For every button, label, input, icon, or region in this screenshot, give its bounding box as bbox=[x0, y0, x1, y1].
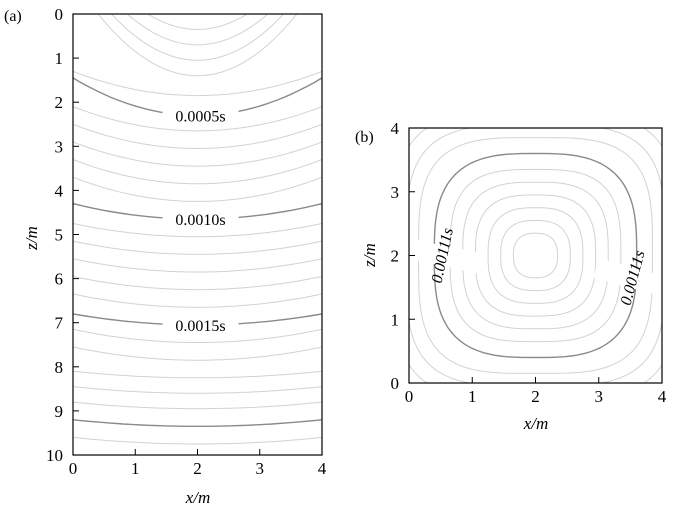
panel-a-light-contour bbox=[73, 293, 322, 308]
panel-a-y-tick-label: 8 bbox=[55, 358, 64, 377]
panel-a-light-contour bbox=[97, 14, 298, 77]
panel-a-y-tick-label: 7 bbox=[55, 314, 64, 333]
panel-a-contour-label: 0.0005s bbox=[175, 108, 225, 125]
panel-a-light-contour bbox=[73, 346, 322, 361]
panel-a-light-contour bbox=[73, 436, 322, 445]
panel-b-contour-label-background bbox=[403, 237, 482, 274]
panel-a-labeled-contour bbox=[73, 419, 322, 427]
panel-a-y-tick-label: 3 bbox=[55, 137, 64, 156]
panel-b-x-ticks: 0 1 2 3 4 bbox=[405, 377, 667, 406]
panel-b-y-tick-label: 0 bbox=[391, 374, 400, 393]
panel-a-contour-label-background bbox=[162, 317, 239, 335]
panel-b-x-tick-label: 0 bbox=[405, 387, 414, 406]
panel-b-light-contour bbox=[500, 219, 571, 292]
panel-b-x-axis-title: x/m bbox=[523, 414, 549, 433]
panel-a-contour-label: 0.0015s bbox=[175, 318, 225, 335]
panel-a-contour-labels: 0.0005s 0.0010s 0.0015s bbox=[162, 108, 239, 335]
panel-a-contour-label: 0.0010s bbox=[175, 212, 225, 229]
panel-a-light-contour bbox=[73, 401, 322, 410]
panel-a-light-contour bbox=[73, 106, 322, 132]
panel-a-light-contour bbox=[146, 14, 249, 30]
panel-a-y-tick-label: 0 bbox=[55, 5, 64, 24]
panel-a-light-contour bbox=[73, 258, 322, 273]
panel-a-x-tick-label: 0 bbox=[69, 459, 78, 478]
panel-a-y-ticks: 0 1 2 3 4 5 6 7 8 9 10 bbox=[46, 5, 79, 465]
panel-a-labeled-contours bbox=[73, 77, 322, 427]
panel-a-plot-frame bbox=[72, 13, 323, 456]
panel-a-x-tick-label: 4 bbox=[318, 459, 327, 478]
panel-a-y-tick-label: 4 bbox=[55, 181, 64, 200]
panel-b: (b) 0.00111s 0.00111s 0 1 2 3 4 0 1 2 3 4 x/m z/m bbox=[355, 119, 672, 433]
panel-a-light-contour bbox=[73, 223, 322, 238]
panel-a-light-contour bbox=[73, 141, 322, 167]
panel-a-x-ticks: 0 1 2 3 4 bbox=[69, 449, 327, 478]
panel-b-x-tick-label: 2 bbox=[531, 387, 540, 406]
panel-a-x-axis-title: x/m bbox=[185, 488, 211, 507]
panel-a-x-tick-label: 2 bbox=[193, 459, 202, 478]
panel-b-y-tick-label: 4 bbox=[391, 119, 400, 138]
panel-b-y-tick-label: 2 bbox=[391, 247, 400, 266]
panel-a-y-axis-title: z/m bbox=[22, 226, 41, 251]
panel-b-light-contour bbox=[487, 207, 584, 304]
panel-b-y-tick-label: 3 bbox=[391, 183, 400, 202]
panel-a-light-contour bbox=[73, 240, 322, 255]
panel-a-label: (a) bbox=[4, 8, 22, 25]
panel-a-contour-label-background bbox=[162, 212, 239, 230]
panel-a-x-tick-label: 3 bbox=[256, 459, 265, 478]
panel-a-x-tick-label: 1 bbox=[131, 459, 140, 478]
panel-a-contour-label-background bbox=[162, 108, 239, 126]
panel-a-y-tick-label: 6 bbox=[55, 270, 64, 289]
panel-b-y-ticks: 0 1 2 3 4 bbox=[391, 119, 415, 393]
panel-b-x-tick-label: 3 bbox=[595, 387, 604, 406]
panel-a-light-contour bbox=[73, 159, 322, 185]
panel-b-light-contour bbox=[512, 232, 559, 279]
panel-b-x-tick-label: 4 bbox=[658, 387, 667, 406]
panel-a-y-tick-label: 10 bbox=[46, 446, 63, 465]
panel-b-light-contour bbox=[462, 181, 609, 330]
panel-b-light-contour bbox=[474, 194, 597, 317]
panel-b-y-tick-label: 1 bbox=[391, 310, 400, 329]
panel-a-y-tick-label: 1 bbox=[55, 49, 64, 68]
panel-a-y-tick-label: 5 bbox=[55, 226, 64, 245]
panel-b-label: (b) bbox=[355, 129, 374, 146]
panel-b-contour-labels: 0.00111s 0.00111s bbox=[403, 227, 672, 307]
panel-a-light-contour bbox=[73, 176, 322, 202]
panel-a-light-contour bbox=[73, 328, 322, 343]
panel-a-light-contour bbox=[73, 370, 322, 379]
panel-a-light-contours bbox=[73, 14, 322, 445]
panel-a-light-contour bbox=[73, 275, 322, 291]
panel-b-light-contour bbox=[409, 128, 662, 383]
panel-a: (a) 0.0005s 0.0010s 0.0015s 0 1 2 3 4 0 1 2 3 4 5 6 7… bbox=[4, 5, 327, 507]
panel-b-x-tick-label: 1 bbox=[468, 387, 477, 406]
panel-a-light-contour bbox=[110, 14, 285, 61]
panel-a-y-tick-label: 9 bbox=[55, 402, 64, 421]
panel-a-light-contour bbox=[126, 14, 269, 46]
panel-a-light-contour bbox=[73, 70, 322, 97]
panel-a-light-contour bbox=[73, 123, 322, 150]
panel-a-light-contour bbox=[73, 386, 322, 394]
panel-b-contour-label-background bbox=[593, 258, 672, 298]
panel-a-y-tick-label: 2 bbox=[55, 93, 64, 112]
panel-b-y-axis-title: z/m bbox=[360, 243, 379, 268]
